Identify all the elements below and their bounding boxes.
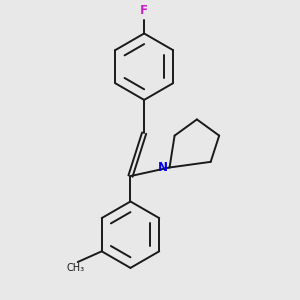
Text: F: F xyxy=(140,4,148,17)
Text: CH₃: CH₃ xyxy=(67,263,85,273)
Text: N: N xyxy=(158,160,168,174)
